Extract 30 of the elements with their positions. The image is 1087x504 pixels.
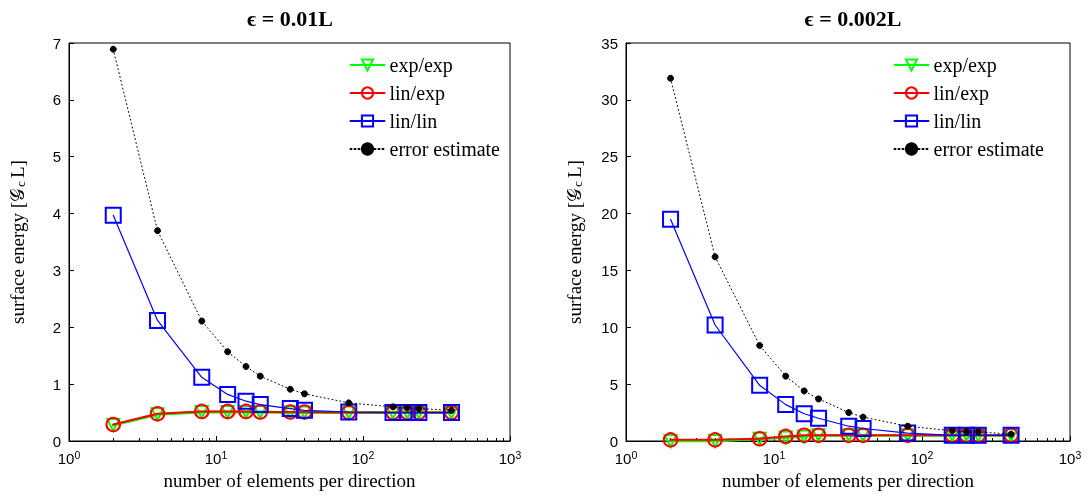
y-tick-label: 7 (52, 34, 61, 52)
x-axis-title: number of elements per direction (721, 470, 975, 491)
y-tick-label: 6 (52, 91, 61, 109)
y-tick-label: 4 (52, 205, 61, 223)
legend-label: lin/exp (933, 82, 990, 105)
y-tick-label: 0 (52, 432, 61, 450)
y-tick-label: 5 (52, 148, 61, 166)
y-tick-label: 10 (601, 318, 618, 336)
y-tick-label: 35 (601, 34, 618, 52)
y-tick-label: 30 (601, 91, 618, 109)
legend-label: exp/exp (933, 54, 997, 77)
legend-label: lin/exp (389, 82, 446, 105)
legend-label: exp/exp (389, 54, 453, 77)
y-tick-label: 3 (52, 261, 61, 279)
legend-label: lin/lin (389, 110, 438, 132)
y-tick-label: 5 (609, 375, 618, 393)
legend-label: lin/lin (933, 110, 982, 132)
y-tick-label: 20 (601, 205, 618, 223)
y-tick-label: 15 (601, 261, 618, 279)
x-axis-title: number of elements per direction (163, 470, 417, 491)
y-axis-title: surface energy [𝒢cL] (7, 160, 28, 324)
legend-label: error estimate (933, 138, 1045, 160)
chart-title: ϵ = 0.002L (804, 5, 902, 31)
y-axis-title: surface energy [𝒢cL] (564, 160, 585, 324)
y-tick-label: 0 (609, 432, 618, 450)
legend-label: error estimate (389, 138, 501, 160)
y-tick-label: 1 (52, 375, 61, 393)
y-tick-label: 2 (52, 318, 61, 336)
y-tick-label: 25 (601, 148, 618, 166)
chart-title: ϵ = 0.01L (247, 5, 333, 31)
